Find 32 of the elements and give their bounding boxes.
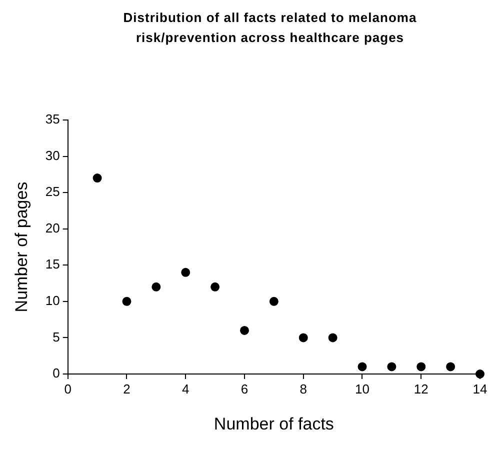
x-tick-label: 10 [355,381,370,396]
x-tick-label: 12 [414,381,428,396]
y-tick-label: 15 [45,256,60,272]
x-tick-label: 6 [240,381,248,396]
point [298,333,308,342]
point [446,362,456,372]
point [210,282,220,292]
point [122,296,132,306]
y-tick-label: 10 [45,293,60,308]
y-tick-label: 25 [45,184,60,200]
x-tick-label: 4 [182,381,190,396]
y-tick-label: 35 [45,112,60,127]
point [92,174,102,183]
point [328,333,338,342]
y-tick-label: 0 [52,366,60,381]
y-tick-label: 20 [45,220,60,236]
x-tick-label: 8 [300,381,307,396]
point [358,362,367,372]
point [181,268,190,277]
y-tick-label: 5 [52,329,60,344]
point [387,362,396,372]
y-tick-label: 30 [45,148,60,163]
x-axis-title: Number of facts [214,414,334,434]
point [416,362,426,372]
x-tick-label: 0 [64,381,72,396]
point [152,282,161,292]
x-tick-label: 2 [123,381,130,396]
y-axis-title: Number of pages [12,182,31,312]
x-tick-label: 14 [472,381,488,396]
point [240,326,249,335]
chart-title: Distribution of all facts related to melanoma risk/prevention across healthcare pages [122,9,418,47]
point [269,296,278,306]
